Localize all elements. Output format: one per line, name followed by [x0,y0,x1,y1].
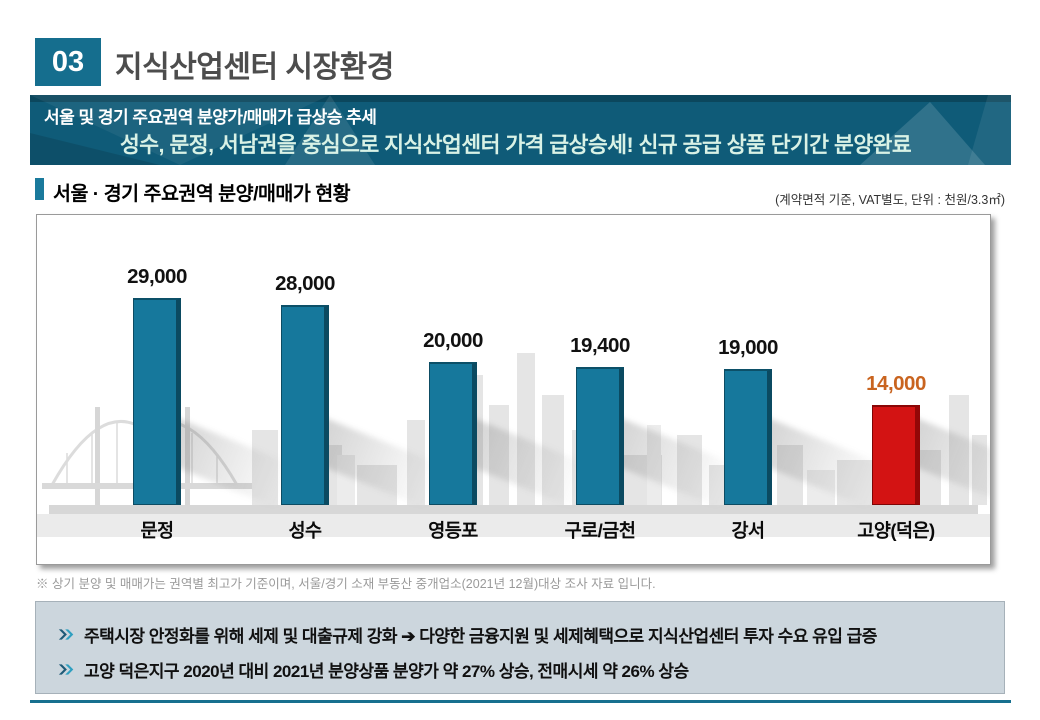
section-title-bar [35,178,44,200]
insight-text: 고양 덕은지구 2020년 대비 2021년 분양상품 분양가 약 27% 상승… [84,662,689,681]
chart-plot-area: 29,000 문정 28,000 성수 20,000 영등포 19,400 구로/금천 19,0… [37,215,990,564]
bar-성수 [281,305,329,505]
bar-고양(덕은) [872,405,920,505]
banner-headline: 성수, 문정, 서남권을 중심으로 지식산업센터 가격 급상승세! 신규 공급 … [120,133,912,157]
bar-value-label: 19,000 [718,336,778,359]
bar-value-label: 28,000 [275,272,335,295]
bar-category-label: 성수 [288,520,322,541]
footer-accent-line [30,700,1011,703]
bar-value-label: 29,000 [127,265,187,288]
page-title: 지식산업센터 시장환경 [115,51,394,84]
insight-item: 고양 덕은지구 2020년 대비 2021년 분양상품 분양가 약 27% 상승… [58,657,689,682]
chart-baseline [49,505,978,514]
unit-note: (계약면적 기준, VAT별도, 단위 : 천원/3.3㎡) [775,193,1005,207]
insight-item: 주택시장 안정화를 위해 세제 및 대출규제 강화 ➔ 다양한 금융지원 및 세… [58,622,877,647]
bar-category-label: 구로/금천 [564,520,636,541]
chart-section-title: 서울 · 경기 주요권역 분양/매매가 현황 [53,183,351,205]
bar-category-label: 강서 [731,520,765,541]
bar-value-label: 20,000 [423,329,483,352]
bar-강서 [724,369,772,505]
chevron-arrow-icon [58,664,74,675]
banner-facets-graphic [30,95,1011,165]
city-skyline-graphic [42,353,987,505]
chart-footnote: ※ 상기 분양 및 매매가는 권역별 최고가 기준이며, 서울/경기 소재 부동… [36,577,656,591]
chart-base-band [37,514,990,537]
bar-chart: 29,000 문정 28,000 성수 20,000 영등포 19,400 구로/금천 19,0… [36,214,991,565]
bar-value-label: 19,400 [570,334,630,357]
bar-구로/금천 [576,367,624,505]
bar-category-label: 영등포 [428,520,478,541]
bar-category-label: 고양(덕은) [857,520,935,541]
chevron-arrow-icon [58,629,74,640]
bar-category-label: 문정 [140,520,174,541]
headline-banner: 서울 및 경기 주요권역 분양가/매매가 급상승 추세 성수, 문정, 서남권을… [30,95,1011,165]
bar-value-label: 14,000 [866,372,926,395]
bar-영등포 [429,362,477,505]
section-number-badge: 03 [35,38,101,86]
insight-text: 주택시장 안정화를 위해 세제 및 대출규제 강화 ➔ 다양한 금융지원 및 세… [84,627,877,646]
section-number: 03 [51,45,85,78]
banner-subtitle: 서울 및 경기 주요권역 분양가/매매가 급상승 추세 [44,108,377,127]
bar-문정 [133,298,181,505]
insight-box: 주택시장 안정화를 위해 세제 및 대출규제 강화 ➔ 다양한 금융지원 및 세… [35,601,1005,694]
